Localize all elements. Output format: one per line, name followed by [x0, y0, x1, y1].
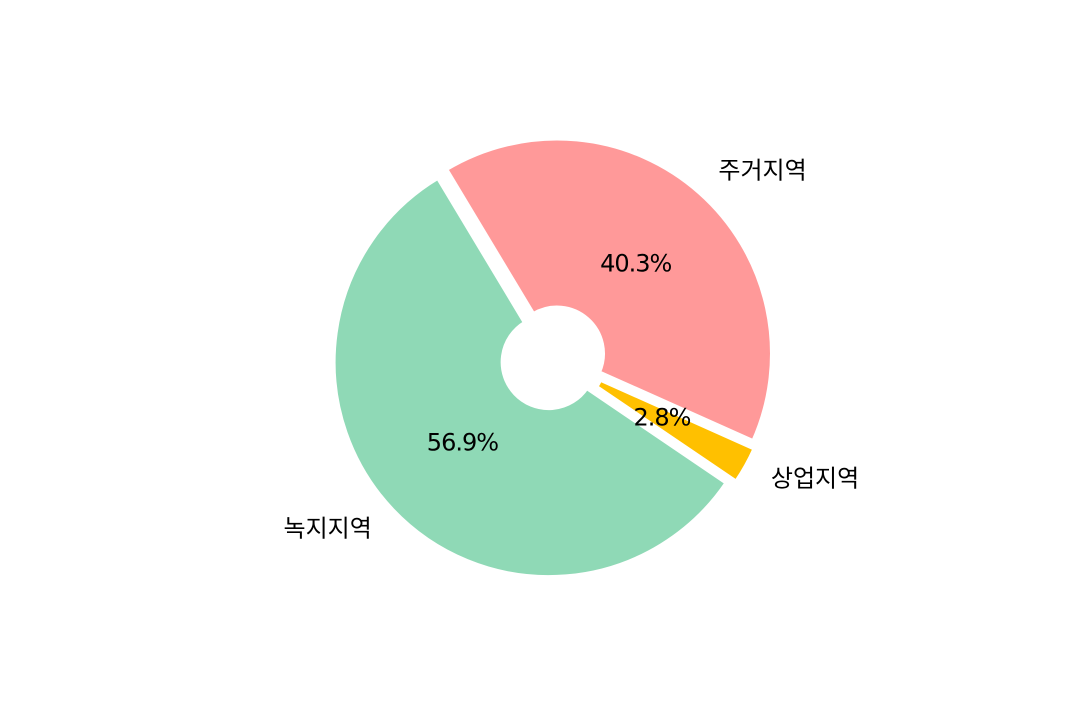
pie-slice-1 — [444, 136, 774, 444]
pie-slice-3 — [331, 175, 729, 580]
category-label: 녹지지역 — [284, 514, 372, 542]
percent-label: 40.3% — [600, 250, 671, 278]
percent-label: 56.9% — [427, 429, 498, 457]
slices-layer — [331, 136, 774, 580]
labels-layer: 주거지역 40.3% 상업지역 2.8% 녹지지역 56.9% — [284, 156, 860, 542]
pie-slice-2 — [594, 377, 757, 484]
percent-label: 2.8% — [633, 404, 690, 432]
category-label: 주거지역 — [718, 156, 806, 184]
category-label: 상업지역 — [771, 464, 859, 492]
